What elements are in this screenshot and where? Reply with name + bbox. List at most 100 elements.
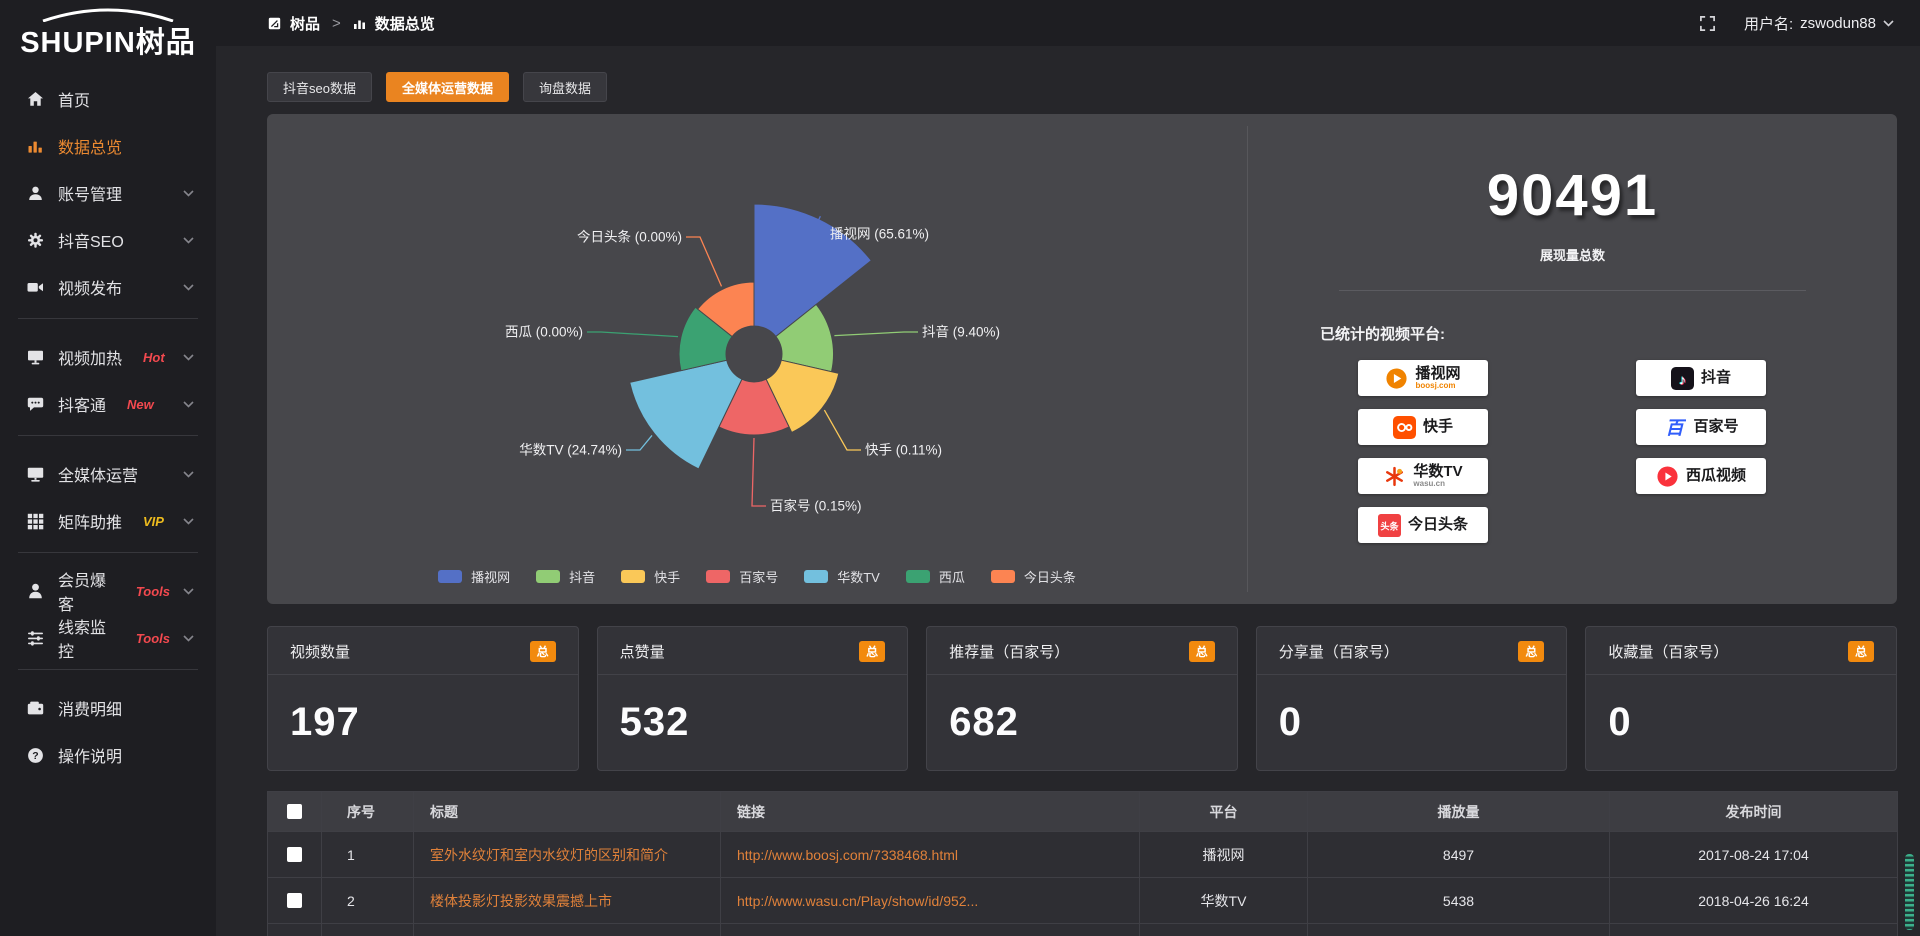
- sidebar-item-label: 消费明细: [58, 702, 123, 719]
- legend-item-西瓜[interactable]: 西瓜: [905, 567, 965, 586]
- douyin-logo-icon: ♪ ♪ ♪: [1670, 366, 1694, 390]
- stat-card-value: 532: [619, 700, 690, 744]
- username-prefix: 用户名:: [1743, 15, 1794, 33]
- legend-item-百家号[interactable]: 百家号: [706, 567, 778, 586]
- pie-slice-快手[interactable]: [765, 359, 840, 434]
- sidebar-item-tag: Hot: [143, 349, 165, 365]
- row-checkbox[interactable]: [287, 893, 302, 908]
- table-row: 1 室外水纹灯和室内水纹灯的区别和简介 http://www.boosj.com/7…: [267, 831, 1898, 878]
- overview-panel: 播视网 (65.61%) 抖音 (9.40%) 快手 (0.11%) 百家号 (0.1…: [267, 114, 1897, 604]
- sidebar-item-tag: New: [127, 396, 154, 412]
- legend-label: 播视网: [471, 570, 511, 585]
- user-menu[interactable]: 用户名: zswodun88: [1744, 13, 1894, 34]
- sidebar-item-label: 全媒体运营: [58, 468, 139, 485]
- cell-plays: 5438: [1307, 877, 1610, 924]
- legend-label: 今日头条: [1023, 570, 1076, 585]
- tab-2[interactable]: 询盘数据: [522, 72, 607, 102]
- legend-item-播视网[interactable]: 播视网: [438, 567, 510, 586]
- sidebar-item-wallet[interactable]: 消费明细: [0, 688, 216, 728]
- legend-label: 快手: [654, 570, 681, 585]
- select-all-checkbox[interactable]: [287, 804, 302, 819]
- stat-cards-row: 视频数量总 197 点赞量总 532 推荐量（百家号）总 682 分享量（百家号）总 0 收藏量…: [267, 626, 1897, 771]
- breadcrumb-root[interactable]: 树品: [290, 15, 321, 33]
- breadcrumb-separator: >: [332, 14, 341, 32]
- sidebar-divider: [18, 318, 198, 319]
- sidebar-item-monitor[interactable]: 全媒体运营: [0, 454, 216, 494]
- col-header-2: 链接: [720, 791, 1140, 832]
- sidebar-item-sliders[interactable]: 线索监控 Tools: [0, 618, 216, 661]
- tab-0[interactable]: 抖音seo数据: [267, 72, 372, 102]
- total-badge[interactable]: 总: [1518, 641, 1545, 662]
- bar-chart-mini-icon: [353, 17, 366, 30]
- row-checkbox[interactable]: [287, 847, 302, 862]
- sidebar-item-label: 数据总览: [58, 140, 123, 157]
- pie-slice-今日头条[interactable]: [696, 281, 755, 338]
- sidebar-item-member[interactable]: 会员爆客 Tools: [0, 571, 216, 614]
- tab-1[interactable]: 全媒体运营数据: [385, 72, 509, 102]
- sidebar-item-video[interactable]: 视频发布: [0, 267, 216, 307]
- brand-square-icon: [268, 17, 281, 30]
- total-impressions-label: 展现量总数: [1539, 248, 1605, 263]
- stat-card-title: 收藏量（百家号）: [1608, 644, 1729, 661]
- chevron-down-icon: [183, 353, 194, 361]
- summary-column: 90491 展现量总数 已统计的视频平台: 播视网 boosj.com 快手 华数TV…: [1247, 126, 1897, 592]
- video-title[interactable]: 室外水纹灯和室内水纹灯的区别和简介: [413, 831, 721, 878]
- chevron-down-icon: [183, 283, 194, 291]
- legend-item-华数TV[interactable]: 华数TV: [804, 567, 880, 586]
- logo-arc-icon: [42, 8, 174, 22]
- sidebar-item-heat[interactable]: 视频加热 Hot: [0, 337, 216, 377]
- sidebar-item-home[interactable]: 首页: [0, 79, 216, 119]
- legend-item-快手[interactable]: 快手: [621, 567, 680, 586]
- total-badge[interactable]: 总: [1188, 641, 1215, 662]
- sidebar-divider: [18, 435, 198, 436]
- scrollbar-thumb[interactable]: [1905, 854, 1914, 930]
- chart-icon: [26, 137, 45, 156]
- cell-platform: 华数TV: [1139, 877, 1308, 924]
- sidebar-item-label: 线索监控: [58, 620, 107, 661]
- pie-slice-播视网[interactable]: [753, 203, 873, 338]
- pie-label: 百家号 (0.15%): [770, 498, 862, 514]
- legend-label: 抖音: [569, 570, 596, 585]
- main-content: 抖音seo数据 全媒体运营数据 询盘数据 播视网 (65.61%) 抖音 (9.40%…: [216, 46, 1920, 936]
- total-badge[interactable]: 总: [529, 641, 556, 662]
- total-badge[interactable]: 总: [859, 641, 886, 662]
- legend-swatch: [905, 570, 930, 583]
- stat-card-title: 分享量（百家号）: [1278, 644, 1399, 661]
- sidebar-item-tag: VIP: [143, 513, 164, 529]
- monitor-icon: [26, 465, 45, 484]
- stat-card-value: 0: [1278, 700, 1303, 744]
- sidebar-item-help[interactable]: ? 操作说明: [0, 735, 216, 775]
- stat-card-4: 收藏量（百家号） 总 0: [1585, 626, 1897, 771]
- sidebar-item-chat[interactable]: 抖客通 New: [0, 384, 216, 424]
- member-icon: [26, 582, 45, 601]
- sidebar-item-user[interactable]: 账号管理: [0, 173, 216, 213]
- pie-slice-华数TV[interactable]: [629, 359, 743, 470]
- help-icon: ?: [26, 746, 45, 765]
- user-icon: [26, 184, 45, 203]
- chevron-down-icon: [183, 189, 194, 197]
- baijiahao-logo-icon: 百: [1663, 416, 1687, 439]
- col-header-1: 标题: [413, 791, 721, 832]
- stat-card-0: 视频数量 总 197: [267, 626, 579, 771]
- chevron-down-icon: [183, 634, 194, 642]
- sidebar-item-grid[interactable]: 矩阵助推 VIP: [0, 501, 216, 541]
- legend-item-今日头条[interactable]: 今日头条: [990, 567, 1076, 586]
- platform-subtext: wasu.cn: [1413, 478, 1445, 488]
- total-badge[interactable]: 总: [1847, 641, 1874, 662]
- video-link[interactable]: http://www.wasu.cn/Play/show/id/952...: [720, 877, 1140, 924]
- fullscreen-icon[interactable]: [1699, 15, 1716, 32]
- platform-badge-xigua: 西瓜视频: [1636, 458, 1766, 494]
- video-link[interactable]: http://www.boosj.com/7338468.html: [720, 831, 1140, 878]
- table-row-partial: [267, 923, 1898, 936]
- legend-label: 百家号: [739, 570, 779, 585]
- pie-label-line: [810, 215, 826, 235]
- pie-slice-西瓜[interactable]: [678, 306, 733, 372]
- video-title[interactable]: 楼体投影灯投影效果震撼上市: [413, 877, 721, 924]
- stat-card-value: 682: [949, 700, 1019, 744]
- sidebar-item-chart[interactable]: 数据总览: [0, 126, 216, 166]
- pie-label-line: [823, 409, 861, 451]
- legend-item-抖音[interactable]: 抖音: [536, 567, 595, 586]
- home-icon: [26, 90, 45, 109]
- svg-text:百: 百: [1666, 418, 1687, 438]
- sidebar-item-gear[interactable]: 抖音SEO: [0, 220, 216, 260]
